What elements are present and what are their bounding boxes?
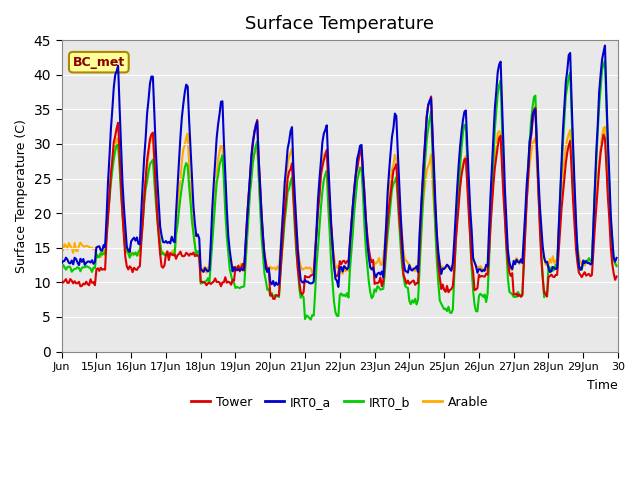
- IRT0_b: [77, 268, 84, 274]
- Line: IRT0_b: IRT0_b: [61, 60, 616, 320]
- IRT0_a: [345, 264, 353, 270]
- IRT0_a: [58, 260, 65, 266]
- Text: Time: Time: [588, 379, 618, 392]
- Arable: [58, 246, 65, 252]
- Arable: [339, 271, 346, 276]
- Tower: [271, 296, 278, 302]
- IRT0_a: [94, 244, 102, 250]
- IRT0_b: [611, 261, 619, 266]
- Y-axis label: Surface Temperature (C): Surface Temperature (C): [15, 119, 28, 273]
- Line: Tower: Tower: [61, 96, 616, 299]
- IRT0_a: [611, 259, 619, 264]
- IRT0_b: [612, 263, 620, 269]
- IRT0_b: [601, 58, 609, 63]
- Legend: Tower, IRT0_a, IRT0_b, Arable: Tower, IRT0_a, IRT0_b, Arable: [186, 391, 493, 414]
- Tower: [611, 277, 619, 283]
- Arable: [455, 190, 463, 196]
- Arable: [611, 260, 619, 265]
- Tower: [456, 185, 464, 191]
- Arable: [77, 240, 84, 246]
- Line: IRT0_a: IRT0_a: [61, 46, 616, 287]
- Text: BC_met: BC_met: [73, 56, 125, 69]
- IRT0_b: [455, 185, 463, 191]
- IRT0_b: [94, 254, 102, 260]
- IRT0_a: [612, 255, 620, 261]
- Arable: [345, 268, 353, 274]
- IRT0_b: [58, 267, 65, 273]
- Title: Surface Temperature: Surface Temperature: [245, 15, 435, 33]
- Arable: [538, 232, 545, 238]
- IRT0_a: [538, 223, 545, 229]
- Tower: [428, 94, 435, 99]
- Tower: [94, 265, 102, 271]
- IRT0_b: [307, 317, 315, 323]
- Tower: [77, 283, 84, 289]
- Tower: [58, 278, 65, 284]
- IRT0_a: [455, 163, 463, 168]
- IRT0_b: [538, 249, 545, 254]
- IRT0_b: [345, 295, 353, 300]
- IRT0_a: [335, 284, 342, 290]
- Tower: [612, 274, 620, 279]
- IRT0_a: [601, 43, 609, 48]
- Arable: [612, 262, 620, 268]
- Line: Arable: Arable: [61, 127, 616, 274]
- Arable: [94, 252, 102, 258]
- IRT0_a: [77, 256, 84, 262]
- Tower: [539, 275, 547, 280]
- Arable: [601, 124, 609, 130]
- Tower: [345, 259, 353, 264]
